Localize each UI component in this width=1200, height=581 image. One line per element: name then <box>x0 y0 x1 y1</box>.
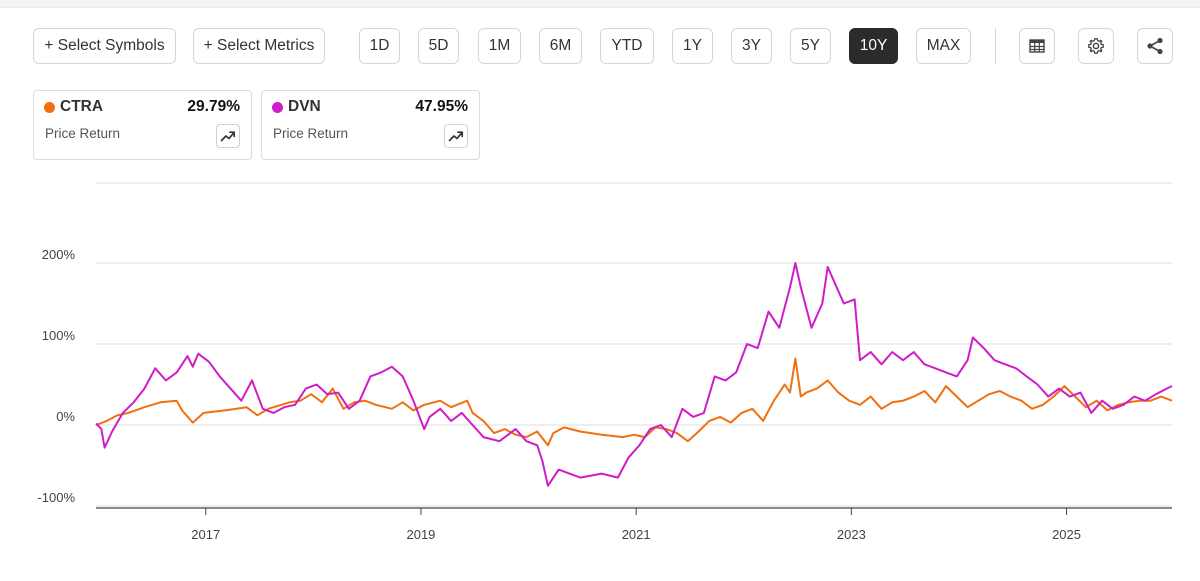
toolbar: + Select Symbols + Select Metrics 1D 5D … <box>0 28 1200 64</box>
trending-up-icon <box>220 131 236 142</box>
x-tick-label: 2025 <box>1052 527 1081 542</box>
y-tick-label: 100% <box>42 328 76 343</box>
symbol-card-ctra: CTRA 29.79% Price Return <box>33 90 252 160</box>
trend-button[interactable] <box>444 124 468 148</box>
dvn-color-dot <box>272 102 283 113</box>
card-value: 47.95% <box>415 98 468 115</box>
range-6m-button[interactable]: 6M <box>539 28 582 64</box>
select-symbols-button[interactable]: + Select Symbols <box>33 28 176 64</box>
range-1y-button[interactable]: 1Y <box>672 28 713 64</box>
x-tick-label: 2019 <box>406 527 435 542</box>
range-ytd-button[interactable]: YTD <box>600 28 654 64</box>
symbol-card-dvn: DVN 47.95% Price Return <box>261 90 480 160</box>
ctra-color-dot <box>44 102 55 113</box>
range-10y-button[interactable]: 10Y <box>849 28 898 64</box>
y-tick-label: 200% <box>42 247 76 262</box>
series-lines <box>95 262 1173 487</box>
x-axis-ticks: 2017 2019 2021 2023 2025 <box>191 508 1081 542</box>
y-tick-label: 0% <box>56 409 75 424</box>
range-1d-button[interactable]: 1D <box>359 28 400 64</box>
y-axis-ticks: -100% 0% 100% 200% <box>37 247 75 505</box>
trend-button[interactable] <box>216 124 240 148</box>
x-tick-label: 2021 <box>622 527 651 542</box>
share-button[interactable] <box>1137 28 1173 64</box>
card-metric: Price Return <box>45 126 121 141</box>
range-5y-button[interactable]: 5Y <box>790 28 831 64</box>
trending-up-icon <box>448 131 464 142</box>
card-value: 29.79% <box>187 98 240 115</box>
x-tick-label: 2017 <box>191 527 220 542</box>
series-line-dvn <box>95 262 1173 487</box>
range-1m-button[interactable]: 1M <box>478 28 521 64</box>
select-metrics-button[interactable]: + Select Metrics <box>193 28 325 64</box>
share-icon <box>1147 37 1163 55</box>
range-5d-button[interactable]: 5D <box>418 28 459 64</box>
gear-icon <box>1088 38 1104 54</box>
x-tick-label: 2023 <box>837 527 866 542</box>
settings-button[interactable] <box>1078 28 1114 64</box>
card-symbol: DVN <box>288 98 321 115</box>
range-3y-button[interactable]: 3Y <box>731 28 772 64</box>
series-line-ctra <box>95 357 1173 447</box>
table-icon <box>1029 39 1045 53</box>
range-max-button[interactable]: MAX <box>916 28 971 64</box>
card-metric: Price Return <box>273 126 349 141</box>
chart-grid <box>96 182 1172 509</box>
toolbar-divider <box>995 28 996 64</box>
card-symbol: CTRA <box>60 98 104 115</box>
y-tick-label: -100% <box>37 490 75 505</box>
table-view-button[interactable] <box>1019 28 1055 64</box>
